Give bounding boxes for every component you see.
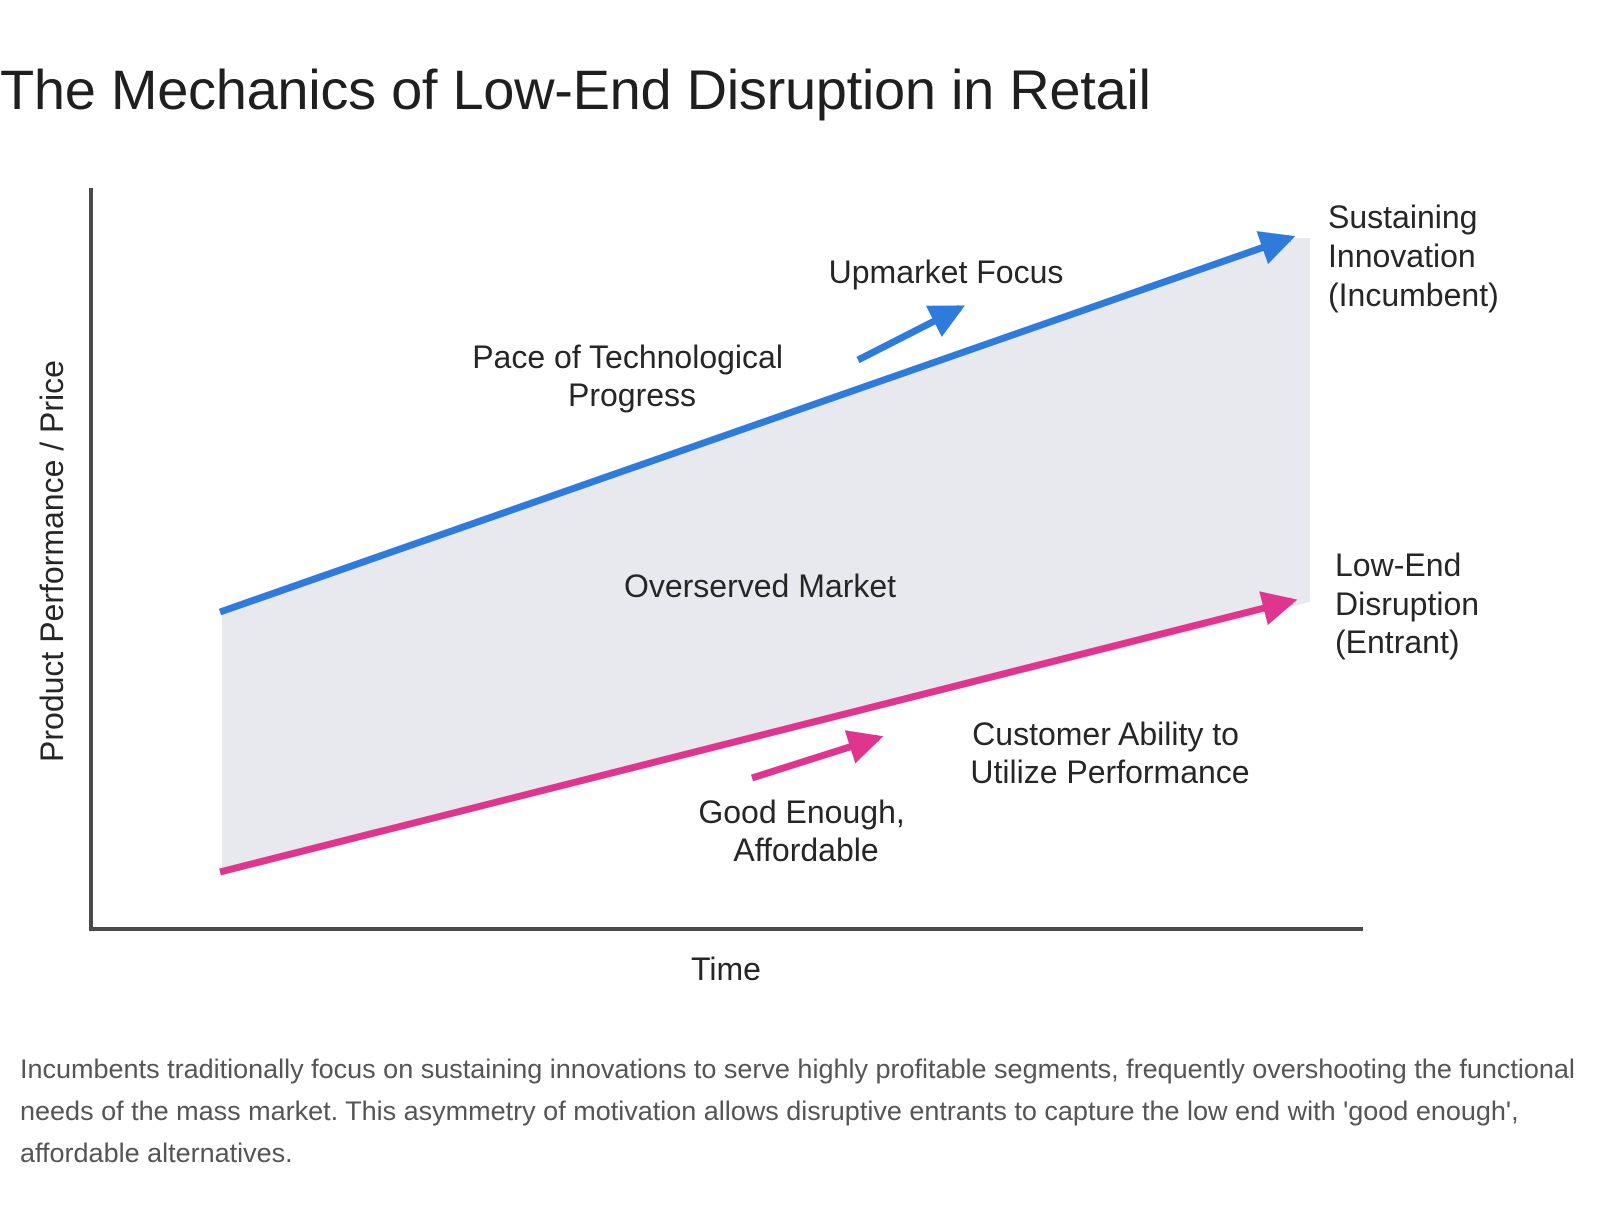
pace-of-progress-line-1: Pace of Technological bbox=[472, 339, 783, 375]
customer-ability-line-2: Utilize Performance bbox=[970, 754, 1249, 790]
pace-of-progress-label: Pace of Technological Progress bbox=[472, 339, 792, 413]
low-end-disruption-line-3: (Entrant) bbox=[1335, 624, 1459, 660]
good-enough-line-2: Affordable bbox=[733, 832, 878, 868]
caption: Incumbents traditionally focus on sustai… bbox=[20, 1054, 1575, 1168]
y-axis-label: Product Performance / Price bbox=[34, 360, 70, 762]
good-enough-label: Good Enough, Affordable bbox=[698, 794, 913, 868]
sustaining-innovation-line-1: Sustaining bbox=[1328, 199, 1477, 235]
low-end-disruption-line bbox=[219, 591, 1298, 876]
sustaining-innovation-line-3: (Incumbent) bbox=[1328, 277, 1499, 313]
customer-ability-line-1: Customer Ability to bbox=[972, 716, 1239, 752]
customer-ability-label: Customer Ability to Utilize Performance bbox=[970, 716, 1249, 790]
overserved-market-region bbox=[222, 238, 1310, 872]
page-title: The Mechanics of Low-End Disruption in R… bbox=[0, 58, 1151, 121]
disruption-diagram: Time Product Performance / Price Overser… bbox=[34, 188, 1499, 987]
low-end-disruption-line-1: Low-End bbox=[1335, 547, 1461, 583]
sustaining-innovation-label: Sustaining Innovation (Incumbent) bbox=[1328, 199, 1499, 313]
low-end-disruption-line-2: Disruption bbox=[1335, 586, 1479, 622]
upmarket-focus-arrow bbox=[856, 304, 965, 364]
good-enough-arrow bbox=[750, 730, 884, 782]
sustaining-innovation-line-2: Innovation bbox=[1328, 238, 1476, 274]
good-enough-line-1: Good Enough, bbox=[698, 794, 904, 830]
upmarket-focus-label: Upmarket Focus bbox=[829, 254, 1064, 290]
x-axis-label: Time bbox=[691, 951, 761, 987]
overserved-market-label: Overserved Market bbox=[624, 568, 896, 604]
pace-of-progress-line-2: Progress bbox=[568, 377, 696, 413]
low-end-disruption-label: Low-End Disruption (Entrant) bbox=[1335, 547, 1488, 660]
sustaining-innovation-line bbox=[218, 231, 1296, 616]
